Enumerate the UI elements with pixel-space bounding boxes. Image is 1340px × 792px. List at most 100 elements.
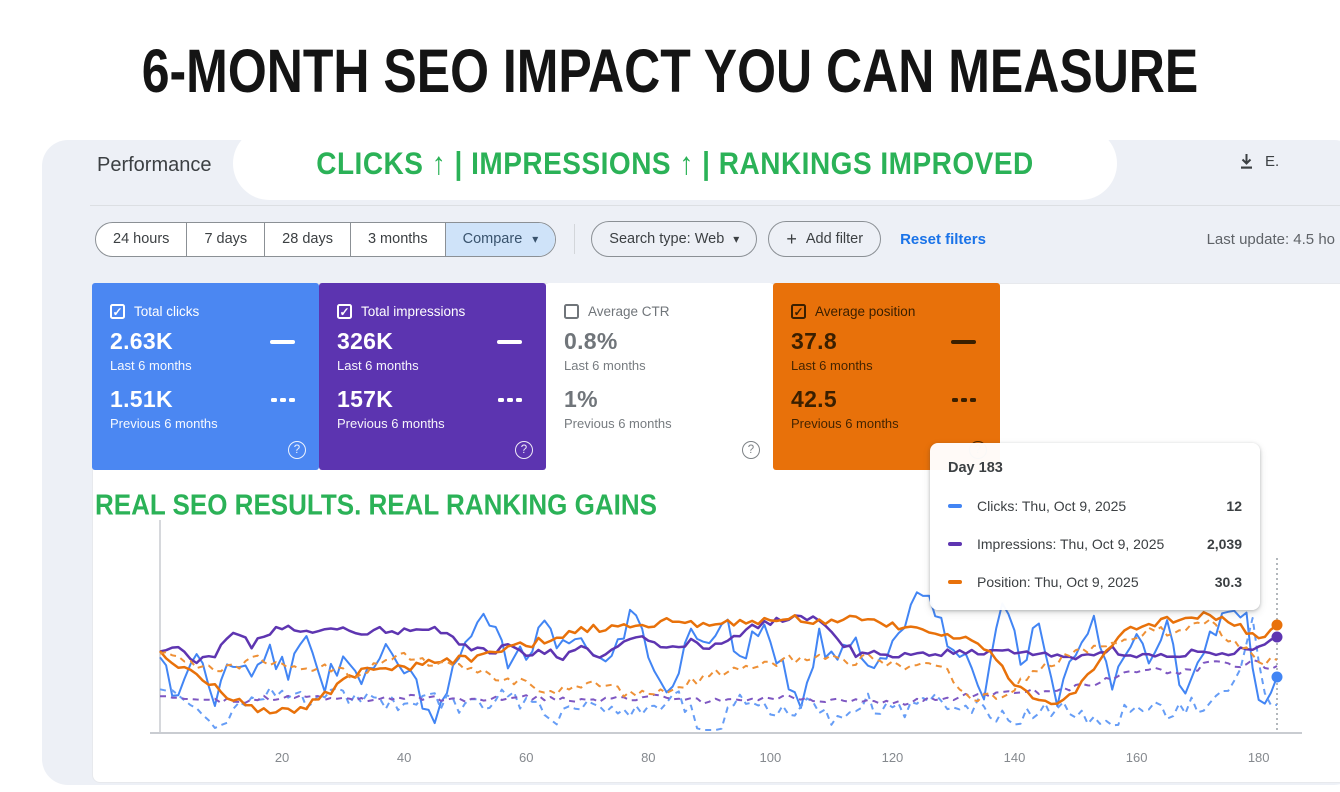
card-prev-period: Previous 6 months	[564, 416, 672, 431]
card-value: 2.63K	[110, 328, 173, 354]
tooltip-value: 30.3	[1214, 574, 1242, 590]
marketing-badge-pill: CLICKS ↑ | IMPRESSIONS ↑ | RANKINGS IMPR…	[233, 127, 1117, 200]
card-label-row: ✓ Average position	[791, 304, 1000, 319]
card-value: 37.8	[791, 328, 837, 354]
chart-caption: REAL SEO RESULTS. REAL RANKING GAINS	[95, 488, 657, 521]
help-icon[interactable]: ?	[742, 441, 760, 459]
position-series-swatch-icon	[948, 580, 962, 584]
range-7-days-button[interactable]: 7 days	[186, 222, 264, 256]
tooltip-value: 2,039	[1206, 536, 1242, 552]
x-tick-label: 160	[1126, 750, 1148, 765]
plus-icon: +	[786, 229, 797, 249]
x-tick-label: 20	[275, 750, 289, 765]
clicks-previous-line	[159, 617, 1277, 731]
total-clicks-card[interactable]: ✓ Total clicks 2.63K Last 6 months 1.51K…	[92, 283, 319, 470]
page-title: 6-MONTH SEO IMPACT YOU CAN MEASURE	[141, 37, 1199, 106]
add-filter-button[interactable]: + Add filter	[768, 221, 882, 257]
reset-filters-link[interactable]: Reset filters	[900, 230, 986, 248]
card-prev-period: Previous 6 months	[337, 416, 445, 431]
checkbox-icon[interactable]	[564, 304, 579, 319]
x-tick-label: 180	[1248, 750, 1270, 765]
card-prev-period: Previous 6 months	[110, 416, 218, 431]
total-impressions-card[interactable]: ✓ Total impressions 326K Last 6 months 1…	[319, 283, 546, 470]
card-label: Average position	[815, 304, 916, 319]
card-period: Last 6 months	[110, 358, 192, 373]
card-period: Last 6 months	[564, 358, 646, 373]
chart-tooltip: Day 183 Clicks: Thu, Oct 9, 2025 12 Impr…	[930, 443, 1260, 610]
checkbox-icon[interactable]: ✓	[337, 304, 352, 319]
checkbox-icon[interactable]: ✓	[110, 304, 125, 319]
endpoint-dot	[1271, 671, 1283, 683]
search-type-label: Search type: Web	[609, 231, 725, 247]
tooltip-label: Position: Thu, Oct 9, 2025	[977, 574, 1139, 590]
clicks-series-swatch-icon	[948, 504, 962, 508]
card-period: Last 6 months	[337, 358, 419, 373]
solid-line-swatch-icon	[497, 339, 522, 344]
compare-button[interactable]: Compare ▾	[444, 222, 556, 256]
tooltip-label: Clicks: Thu, Oct 9, 2025	[977, 498, 1127, 514]
solid-line-swatch-icon	[951, 339, 976, 344]
x-tick-label: 80	[641, 750, 655, 765]
clicks-current-line	[159, 591, 1278, 725]
card-label: Average CTR	[588, 304, 670, 319]
impressions-previous-line	[160, 658, 1278, 706]
tooltip-title: Day 183	[948, 460, 1003, 476]
x-tick-label: 100	[760, 750, 782, 765]
chevron-down-icon: ▾	[532, 232, 539, 246]
position-current-line	[159, 610, 1278, 715]
x-tick-label: 40	[397, 750, 411, 765]
endpoint-dot	[1271, 631, 1283, 643]
solid-line-swatch-icon	[270, 339, 295, 344]
export-label: E.	[1265, 153, 1280, 170]
position-previous-line	[159, 618, 1278, 703]
average-ctr-card[interactable]: Average CTR 0.8% Last 6 months 1% Previo…	[546, 283, 773, 470]
chevron-down-icon: ▾	[733, 232, 740, 246]
card-label-row: Average CTR	[564, 304, 773, 319]
tooltip-value: 12	[1226, 498, 1242, 514]
card-prev-value: 157K	[337, 386, 394, 412]
card-prev-value: 1%	[564, 386, 598, 412]
card-value: 326K	[337, 328, 394, 354]
filter-separator	[574, 224, 576, 254]
tooltip-label: Impressions: Thu, Oct 9, 2025	[977, 536, 1165, 552]
last-update-text: Last update: 4.5 ho	[1206, 230, 1335, 248]
range-28-days-button[interactable]: 28 days	[264, 222, 350, 256]
dashed-line-swatch-icon	[271, 397, 295, 402]
card-prev-value: 1.51K	[110, 386, 173, 412]
checkbox-icon[interactable]: ✓	[791, 304, 806, 319]
card-prev-period: Previous 6 months	[791, 416, 899, 431]
x-tick-label: 140	[1004, 750, 1026, 765]
range-24-hours-button[interactable]: 24 hours	[113, 230, 170, 247]
export-button[interactable]: E.	[1237, 152, 1279, 171]
card-label-row: ✓ Total clicks	[110, 304, 319, 319]
impressions-current-line	[159, 614, 1278, 665]
performance-chart[interactable]: 20 40 60 80 100 120 140 160 180	[92, 470, 1340, 782]
header-divider	[90, 205, 1340, 206]
help-icon[interactable]: ?	[515, 441, 533, 459]
add-filter-label: Add filter	[805, 231, 864, 247]
performance-title: Performance	[97, 154, 212, 176]
download-icon	[1241, 154, 1252, 169]
date-range-group: 24 hours 7 days 28 days 3 months Compare…	[95, 221, 557, 257]
impressions-series-swatch-icon	[948, 542, 962, 546]
endpoint-dot	[1271, 619, 1283, 631]
card-period: Last 6 months	[791, 358, 873, 373]
compare-label: Compare	[462, 230, 523, 247]
range-3-months-button[interactable]: 3 months	[349, 222, 445, 256]
average-position-card[interactable]: ✓ Average position 37.8 Last 6 months 42…	[773, 283, 1000, 470]
x-tick-label: 60	[519, 750, 533, 765]
card-label: Total impressions	[361, 304, 466, 319]
filter-bar: 24 hours 7 days 28 days 3 months Compare…	[95, 221, 1335, 257]
card-label: Total clicks	[134, 304, 200, 319]
dashed-line-swatch-icon	[952, 397, 976, 402]
x-tick-label: 120	[882, 750, 904, 765]
tooltip-row-position: Position: Thu, Oct 9, 2025 30.3	[948, 574, 1242, 590]
help-icon[interactable]: ?	[288, 441, 306, 459]
tooltip-row-clicks: Clicks: Thu, Oct 9, 2025 12	[948, 498, 1242, 514]
search-type-dropdown[interactable]: Search type: Web ▾	[591, 221, 758, 257]
card-prev-value: 42.5	[791, 386, 837, 412]
tooltip-row-impressions: Impressions: Thu, Oct 9, 2025 2,039	[948, 536, 1242, 552]
marketing-badge-text: CLICKS ↑ | IMPRESSIONS ↑ | RANKINGS IMPR…	[316, 145, 1034, 181]
card-label-row: ✓ Total impressions	[337, 304, 546, 319]
